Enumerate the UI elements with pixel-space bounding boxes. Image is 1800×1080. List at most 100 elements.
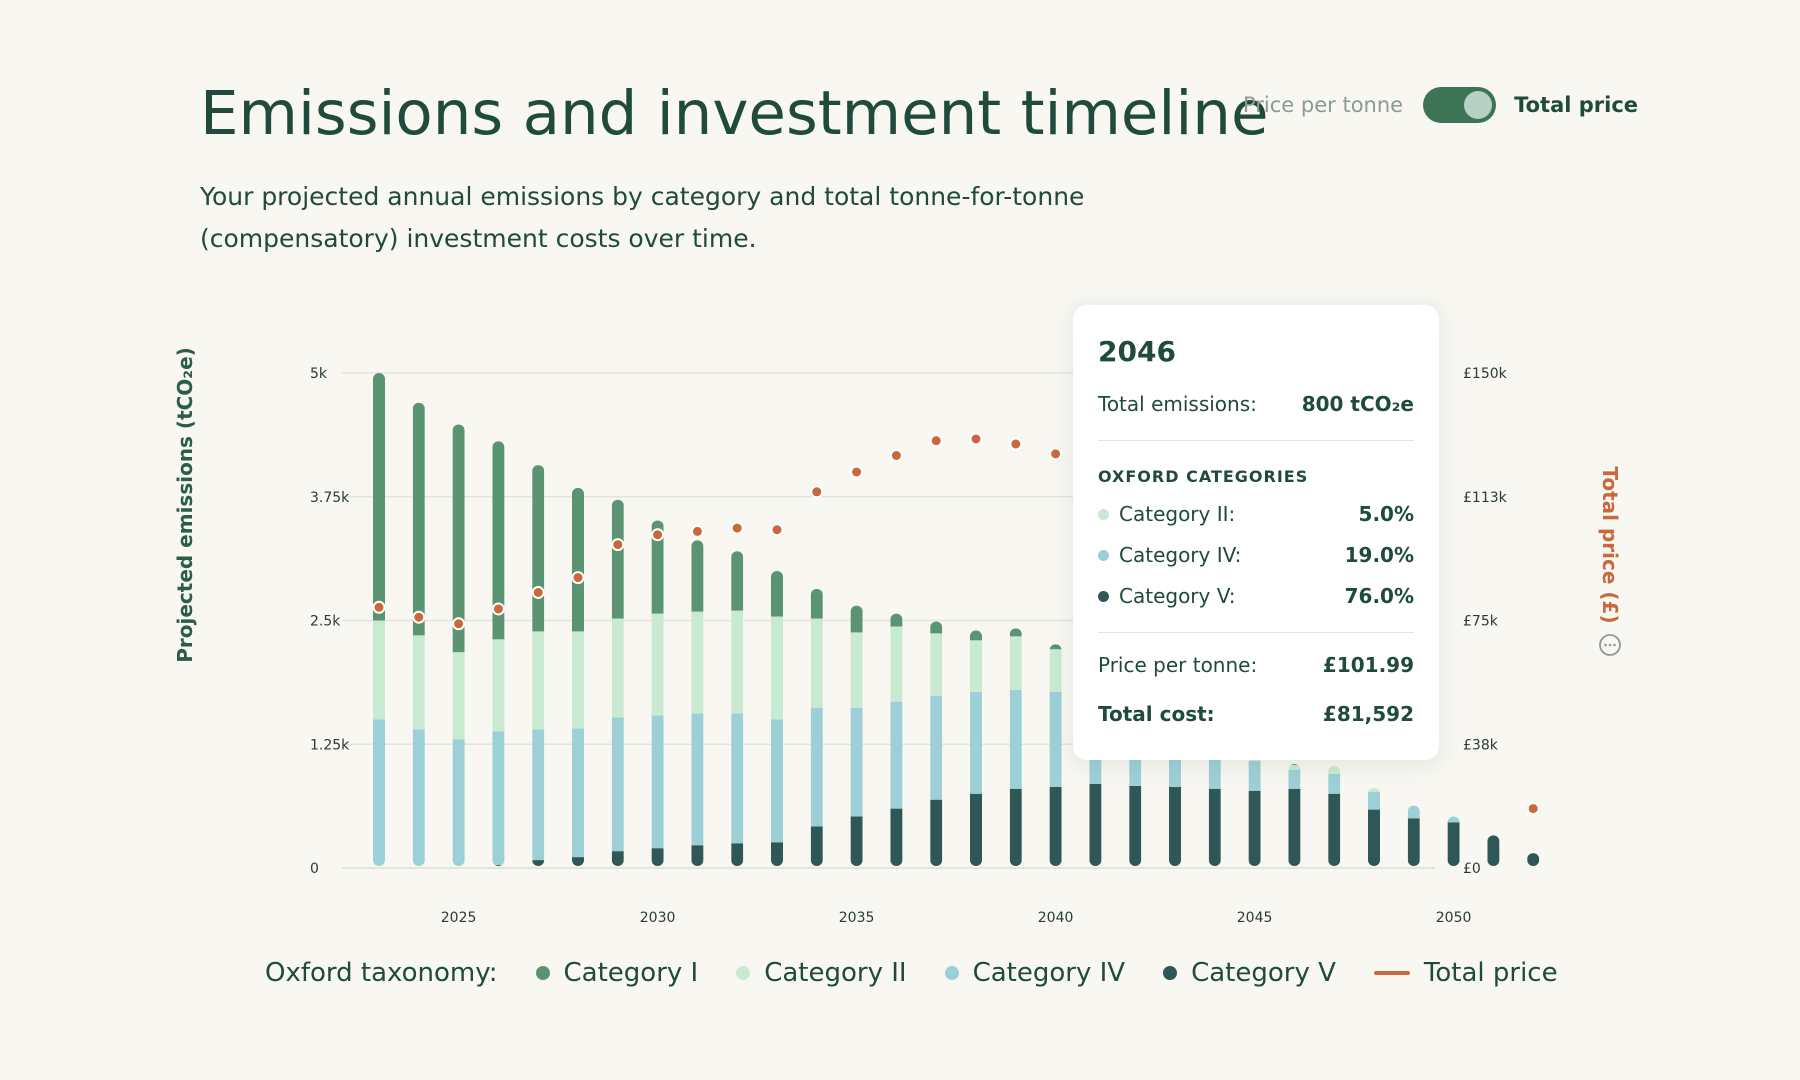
y-tick-label: 2.5k [310,614,341,630]
bar-stack [890,613,903,866]
bar-segment-category-v [1368,809,1380,866]
bar-segment-category-i [412,402,425,636]
y-tick-label: 3.75k [310,490,350,506]
bar-stack [810,588,823,866]
x-axis: 2025 2030 2035 2040 2045 2050 [441,910,1472,926]
y-axis-left: 0 1.25k 2.5k 3.75k 5k [310,366,350,877]
info-circle-icon[interactable] [1599,634,1621,656]
category-i-dot-icon [535,966,550,980]
bar-segments [890,613,903,866]
price-point [651,528,665,542]
legend-label: Category IV [972,958,1126,988]
price-point [531,585,545,599]
bar-segment-category-iv [651,715,664,849]
x-tick-label: 2030 [640,910,676,926]
bar-segments [1248,751,1261,866]
bar-stack [1009,628,1022,866]
legend-item-total-price[interactable]: Total price [1373,958,1558,988]
bar-segments [771,571,783,866]
bar-segment-category-ii [1049,649,1062,692]
bar-segment-category-iv [1049,691,1062,787]
chart-bars [373,373,1540,867]
bar-segment-category-i [611,499,624,619]
bar-segment-category-i [492,441,505,640]
price-mode-toggle[interactable] [1423,87,1497,123]
bar-stack [572,487,584,866]
toggle-knob[interactable] [1464,91,1493,119]
bar-segment-category-v [1527,853,1540,867]
y-right-tick-label: £150k [1463,366,1508,382]
total-price-series [372,432,1540,816]
toggle-label-total-price[interactable]: Total price [1514,93,1639,117]
bar-segment-category-iv [731,713,744,844]
tooltip-divider [1098,632,1414,633]
price-point [372,600,386,614]
toggle-label-price-per-tonne[interactable]: Price per tonne [1243,93,1404,117]
bar-segments [850,605,863,867]
bar-segments [452,424,465,866]
bar-stack [373,373,385,866]
y-tick-label: 1.25k [310,737,350,753]
tooltip-total-emissions-row: Total emissions: 800 tCO₂e [1098,392,1414,416]
bar-segment-category-i [970,630,982,641]
bar-segment-category-ii [1368,787,1380,792]
tooltip-category-value: 5.0% [1358,502,1414,526]
bar-segment-category-v [532,860,545,866]
bar-segment-category-ii [810,618,823,708]
legend-item-category-i[interactable]: Category I [535,958,699,988]
x-tick-label: 2045 [1237,910,1273,926]
legend-item-category-iv[interactable]: Category IV [944,958,1126,988]
bar-segment-category-v [1129,785,1142,866]
bar-segment-category-ii [651,613,664,716]
category-v-dot-icon [1163,966,1178,980]
bar-segment-category-v [1208,788,1221,866]
bar-segments [1527,853,1540,867]
tooltip-category-row: Category V: 76.0% [1098,584,1414,608]
bar-segment-category-i [1288,764,1301,766]
bar-segment-category-ii [412,635,425,730]
bar-segment-category-iv [373,719,385,866]
bar-segment-category-ii [731,610,744,714]
bar-segment-category-ii [572,631,584,729]
tooltip-divider [1098,440,1414,441]
bar-segments [930,621,943,866]
tooltip-category-value: 19.0% [1344,543,1414,567]
bar-segment-category-v [771,842,783,866]
legend-item-category-ii[interactable]: Category II [736,958,907,988]
category-v-dot-icon [1098,590,1109,602]
tooltip-category-label: Category II: [1119,502,1236,526]
bar-segments [1288,764,1301,866]
bar-segment-category-i [850,605,863,633]
legend-label: Category V [1191,958,1336,988]
y-tick-label: 0 [310,861,319,877]
legend-item-category-v[interactable]: Category V [1163,958,1336,988]
tooltip-price-per-tonne-row: Price per tonne: £101.99 [1098,653,1414,677]
bar-stack [452,424,465,866]
price-point [690,524,704,538]
chart-legend: Oxford taxonomy: Category I Category II … [265,958,1558,988]
bar-segment-category-iv [492,731,505,866]
tooltip-category-row: Category IV: 19.0% [1098,543,1414,567]
bar-segment-category-v [1089,783,1102,866]
bar-segment-category-ii [1009,636,1022,690]
bar-segment-category-ii [1288,765,1301,770]
price-point [1009,437,1023,451]
bar-segment-category-iv [1447,816,1460,823]
bar-segment-category-v [492,865,505,866]
bar-segment-category-v [611,851,624,866]
price-point [571,571,585,585]
bar-stack [731,551,744,866]
legend-label: Category I [563,958,699,988]
bar-segment-category-v [1288,788,1301,866]
bar-segment-category-i [731,551,744,611]
bar-segment-category-v [651,848,664,866]
bar-segments [731,551,744,866]
bar-segment-category-v [731,843,744,866]
y-right-tick-label: £75k [1463,614,1499,630]
price-point [491,602,505,616]
y-tick-label: 5k [310,366,328,382]
x-tick-label: 2035 [839,910,875,926]
tooltip-total-cost-row: Total cost: £81,592 [1098,702,1414,726]
bar-segment-category-v [930,799,943,866]
bar-segment-category-iv [691,713,704,846]
